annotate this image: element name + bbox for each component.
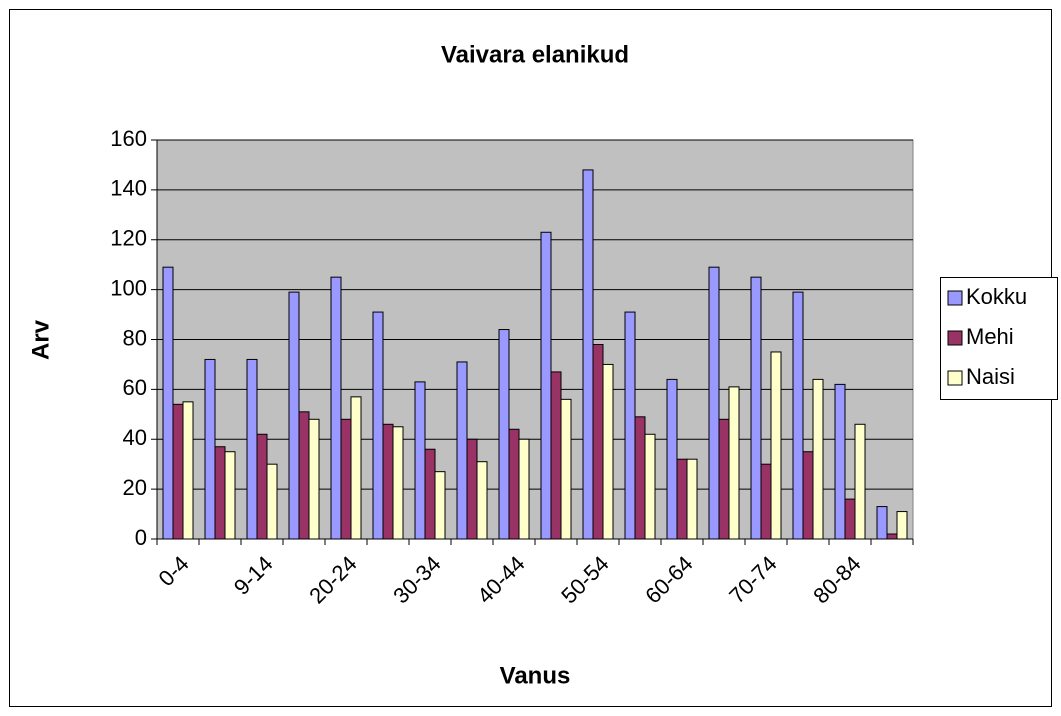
bar [802, 451, 814, 540]
y-tick-label: 20 [123, 475, 147, 500]
bar [592, 343, 604, 540]
bar [414, 381, 426, 540]
y-tick-label: 140 [110, 176, 147, 201]
bar [518, 438, 530, 540]
bar [508, 428, 520, 540]
bar [602, 363, 614, 540]
bar [708, 266, 720, 540]
bar [792, 291, 804, 540]
bar [340, 418, 352, 540]
y-tick-label: 60 [123, 375, 147, 400]
bar [896, 511, 908, 540]
bar [728, 386, 740, 540]
bar [876, 506, 888, 540]
bar [550, 371, 562, 540]
bar [424, 448, 436, 540]
y-tick-label: 100 [110, 275, 147, 300]
bar [382, 423, 394, 540]
bar [718, 418, 730, 540]
bar [770, 351, 782, 540]
bar [204, 358, 216, 540]
bar [172, 403, 184, 540]
bar [162, 266, 174, 540]
bar [686, 458, 698, 540]
bar [288, 291, 300, 540]
bar [644, 433, 656, 540]
bar [560, 398, 572, 540]
bar [676, 458, 688, 540]
y-tick-label: 80 [123, 325, 147, 350]
bar [834, 383, 846, 540]
bar [634, 416, 646, 540]
bar [498, 329, 510, 540]
bar [182, 401, 194, 540]
bar [812, 378, 824, 540]
bar [466, 438, 478, 540]
y-tick-label: 40 [123, 425, 147, 450]
y-tick-label: 120 [110, 226, 147, 251]
bar [246, 358, 258, 540]
legend-swatch [947, 330, 963, 346]
bar [308, 418, 320, 540]
y-axis-title: Arv [27, 319, 54, 360]
bar [256, 433, 268, 540]
bar [844, 498, 856, 540]
y-tick-label: 0 [135, 525, 147, 550]
bar [266, 463, 278, 540]
bar [298, 411, 310, 540]
legend-label: Kokku [966, 284, 1027, 309]
legend-label: Naisi [966, 364, 1015, 389]
bar [540, 231, 552, 540]
bar [214, 446, 226, 540]
bar [350, 396, 362, 540]
legend-swatch [947, 290, 963, 306]
bar [760, 463, 772, 540]
bar [750, 276, 762, 540]
x-axis-title: Vanus [500, 662, 571, 689]
bar [330, 276, 342, 540]
chart-title: Vaivara elanikud [441, 41, 629, 68]
bar [476, 461, 488, 540]
bar [392, 426, 404, 540]
y-tick-label: 160 [110, 126, 147, 151]
bar [582, 169, 594, 540]
bar [372, 311, 384, 540]
bar [666, 378, 678, 540]
bar [854, 423, 866, 540]
legend-swatch [947, 370, 963, 386]
bar [224, 451, 236, 540]
bar [886, 533, 898, 540]
bar [456, 361, 468, 540]
legend-label: Mehi [966, 324, 1014, 349]
bar [624, 311, 636, 540]
bar [434, 471, 446, 540]
